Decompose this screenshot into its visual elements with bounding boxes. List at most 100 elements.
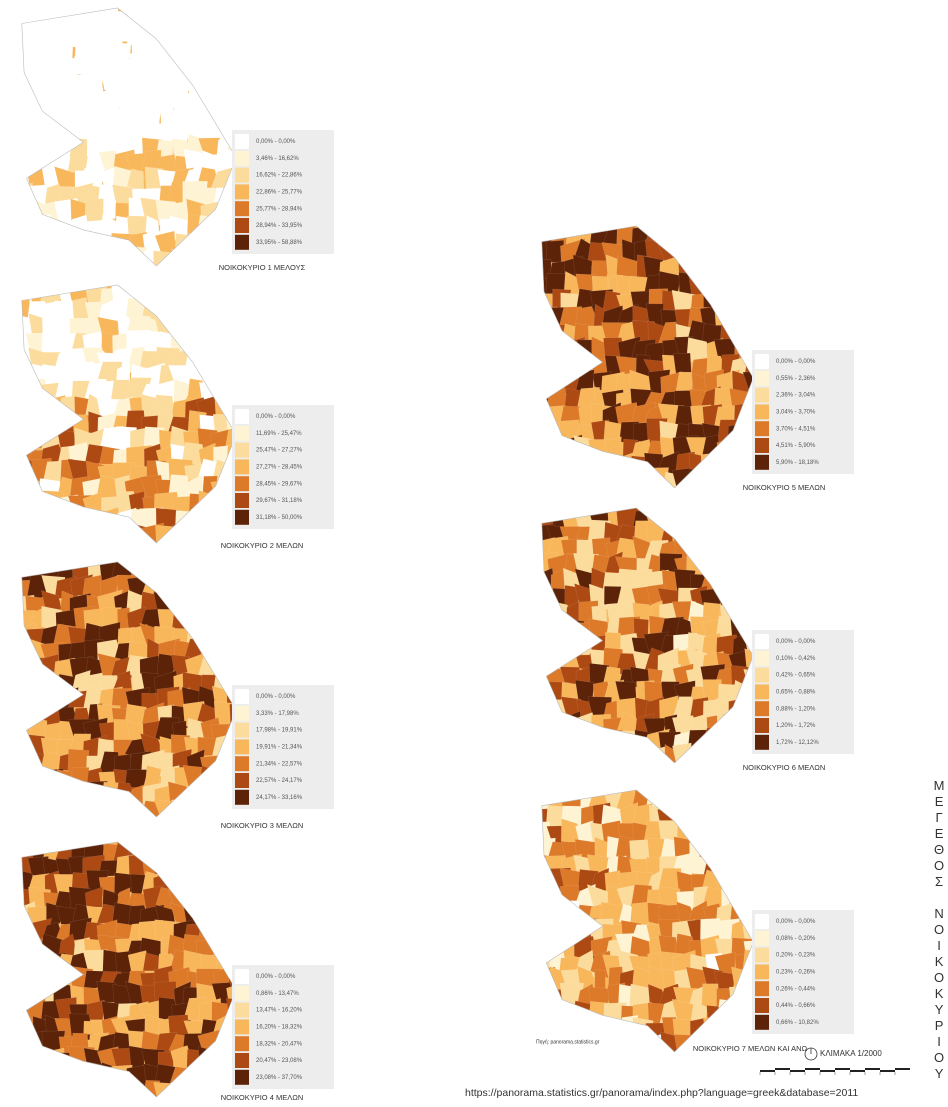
map-area	[224, 303, 237, 324]
map-area	[699, 743, 722, 763]
map-area	[183, 299, 204, 325]
legend-swatch	[235, 509, 249, 525]
map-area	[541, 984, 554, 1009]
legend-label: 0,44% - 0,66%	[776, 1003, 816, 1009]
legend-swatch	[755, 454, 769, 470]
legend-label: 0,55% - 2,36%	[776, 376, 816, 382]
map-area	[212, 937, 237, 960]
legend-swatch	[235, 425, 249, 441]
map-area	[26, 952, 51, 975]
map-area	[715, 571, 740, 595]
map-area	[545, 633, 572, 656]
map-area	[541, 372, 557, 397]
legend-swatch	[235, 739, 249, 755]
scale-segment	[880, 1070, 895, 1072]
map-area	[717, 256, 737, 284]
scale-segment	[865, 1068, 880, 1070]
map-area	[742, 603, 754, 628]
map-area	[210, 478, 236, 503]
map-area	[728, 790, 754, 814]
map-area	[541, 683, 550, 706]
map-area	[29, 237, 45, 258]
legend-swatch	[235, 150, 249, 166]
map-area	[747, 858, 754, 876]
legend-swatch	[755, 667, 769, 683]
map-area	[82, 1077, 109, 1097]
map-area	[40, 219, 61, 242]
map-area	[212, 562, 234, 587]
map-area	[727, 259, 754, 284]
map-area	[21, 137, 34, 158]
map-area	[70, 510, 89, 535]
map-area	[677, 803, 697, 828]
map-area	[201, 330, 216, 355]
map-area	[171, 524, 190, 543]
map-area	[545, 1021, 570, 1038]
map-area	[210, 90, 233, 111]
legend-swatch	[235, 442, 249, 458]
map-area	[228, 378, 237, 405]
map-area	[748, 568, 754, 595]
map-area	[225, 854, 237, 879]
map-area	[40, 781, 62, 810]
map-area	[216, 285, 232, 308]
legend-swatch	[235, 985, 249, 1001]
map-area	[170, 842, 194, 867]
map-area	[68, 246, 95, 266]
legend-label: 22,57% - 24,17%	[256, 778, 303, 784]
map	[21, 8, 237, 266]
map-area	[715, 731, 737, 755]
legend-swatch	[235, 459, 249, 475]
map-area	[21, 749, 34, 777]
map-area	[196, 348, 223, 373]
map-area	[676, 790, 694, 811]
map-area	[547, 1004, 568, 1022]
map-area	[703, 819, 726, 842]
scale-segment	[835, 1068, 850, 1070]
map-area	[21, 426, 37, 454]
legend: 0,00% - 0,00% 0,55% - 2,36% 2,36% - 3,04% 3…	[752, 350, 854, 474]
map-area	[29, 490, 51, 520]
map-area	[743, 308, 754, 329]
legend-label: 0,00% - 0,00%	[256, 974, 296, 980]
map-area	[229, 368, 237, 389]
map-area	[43, 247, 66, 266]
map-area	[197, 229, 221, 258]
legend-swatch	[755, 981, 769, 997]
map-area	[213, 606, 237, 633]
map-area	[226, 329, 237, 359]
map-area	[717, 802, 741, 829]
map-area	[541, 696, 558, 720]
map-area	[210, 317, 236, 335]
map-area	[541, 342, 558, 365]
map-area	[85, 886, 103, 908]
map-area	[21, 478, 35, 502]
map-area	[56, 1061, 80, 1086]
legend-label: 27,27% - 28,45%	[256, 464, 303, 470]
map-area	[733, 403, 749, 428]
map-area	[541, 872, 555, 894]
map-area	[719, 521, 741, 549]
map-area	[541, 599, 554, 626]
map-area	[215, 334, 237, 354]
map-area	[195, 313, 219, 342]
map-area	[200, 8, 223, 27]
map-area	[227, 639, 237, 666]
map-area	[183, 592, 209, 618]
legend-label: 3,70% - 4,51%	[776, 426, 816, 432]
map-area	[45, 1047, 66, 1074]
map-area	[676, 508, 698, 533]
map-area	[734, 239, 751, 267]
map-area	[547, 601, 568, 627]
legend-swatch	[755, 914, 769, 929]
map-area	[672, 742, 692, 763]
map-area	[714, 239, 735, 268]
map-area	[588, 727, 613, 753]
map-area	[211, 68, 230, 94]
map-title: ΝΟΙΚΟΚΥΡΙΟ 5 ΜΕΛΩΝ	[743, 483, 826, 492]
map-area	[713, 790, 740, 810]
legend-swatch	[755, 718, 769, 733]
map-area	[53, 782, 77, 811]
map-area	[545, 455, 566, 480]
map-area	[717, 452, 738, 481]
